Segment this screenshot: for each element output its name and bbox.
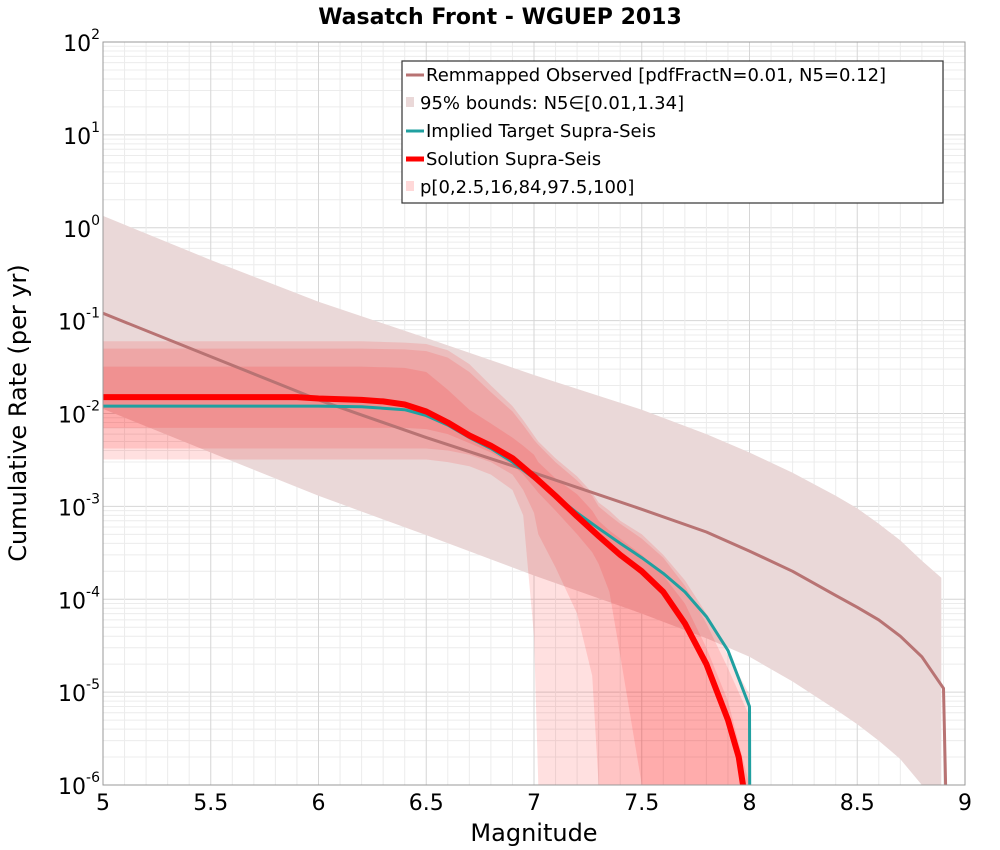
- x-tick-label: 8.5: [840, 791, 875, 816]
- y-tick-label: 100: [63, 213, 100, 243]
- legend-label-percentiles: p[0,2.5,16,84,97.5,100]: [420, 177, 634, 198]
- percentile-band-2.5-97.5: [103, 348, 750, 785]
- legend-label-observed: Remmapped Observed [pdfFractN=0.01, N5=0…: [426, 65, 886, 86]
- percentile-band-16-84: [103, 366, 750, 785]
- x-tick-label: 9: [958, 791, 972, 816]
- x-tick-label: 6.5: [409, 791, 444, 816]
- tick-labels: 5 5.5 6 6.5 7 7.5 8 8.5 9 10-6 10-5 10-4 10-3 10-2 10-…: [58, 27, 972, 816]
- legend-swatch-bounds: [406, 97, 414, 107]
- solution-line: [103, 394, 746, 785]
- legend-label-target: Implied Target Supra-Seis: [426, 121, 656, 142]
- y-tick-label: 10-4: [58, 584, 100, 614]
- legend-label-solution: Solution Supra-Seis: [426, 149, 601, 170]
- x-tick-label: 7.5: [624, 791, 659, 816]
- legend-swatch-percentiles: [406, 181, 414, 191]
- legend-box: [401, 60, 944, 204]
- legend: Remmapped Observed [pdfFractN=0.01, N5=0…: [401, 60, 944, 204]
- observed-95-bounds-band: [103, 215, 942, 785]
- x-tick-label: 5.5: [193, 791, 228, 816]
- percentile-band-0-100: [103, 341, 750, 785]
- y-tick-label: 10-2: [58, 399, 100, 429]
- y-tick-label: 101: [63, 120, 100, 150]
- legend-label-bounds: 95% bounds: N5∈[0.01,1.34]: [420, 93, 684, 114]
- x-tick-label: 8: [743, 791, 757, 816]
- x-tick-label: 7: [527, 791, 541, 816]
- y-tick-label: 102: [63, 27, 100, 57]
- y-tick-label: 10-3: [58, 491, 100, 521]
- y-tick-label: 10-5: [58, 677, 100, 707]
- observed-line: [103, 311, 948, 785]
- y-tick-label: 10-6: [58, 770, 100, 800]
- x-axis-label: Magnitude: [470, 819, 597, 847]
- chart-title: Wasatch Front - WGUEP 2013: [318, 5, 682, 30]
- data-layer: [103, 215, 948, 785]
- y-axis-label: Cumulative Rate (per yr): [4, 264, 32, 562]
- plot-frame: [102, 41, 966, 786]
- x-tick-label: 6: [312, 791, 326, 816]
- y-tick-label: 10-1: [58, 306, 100, 336]
- x-tick-label: 5: [96, 791, 110, 816]
